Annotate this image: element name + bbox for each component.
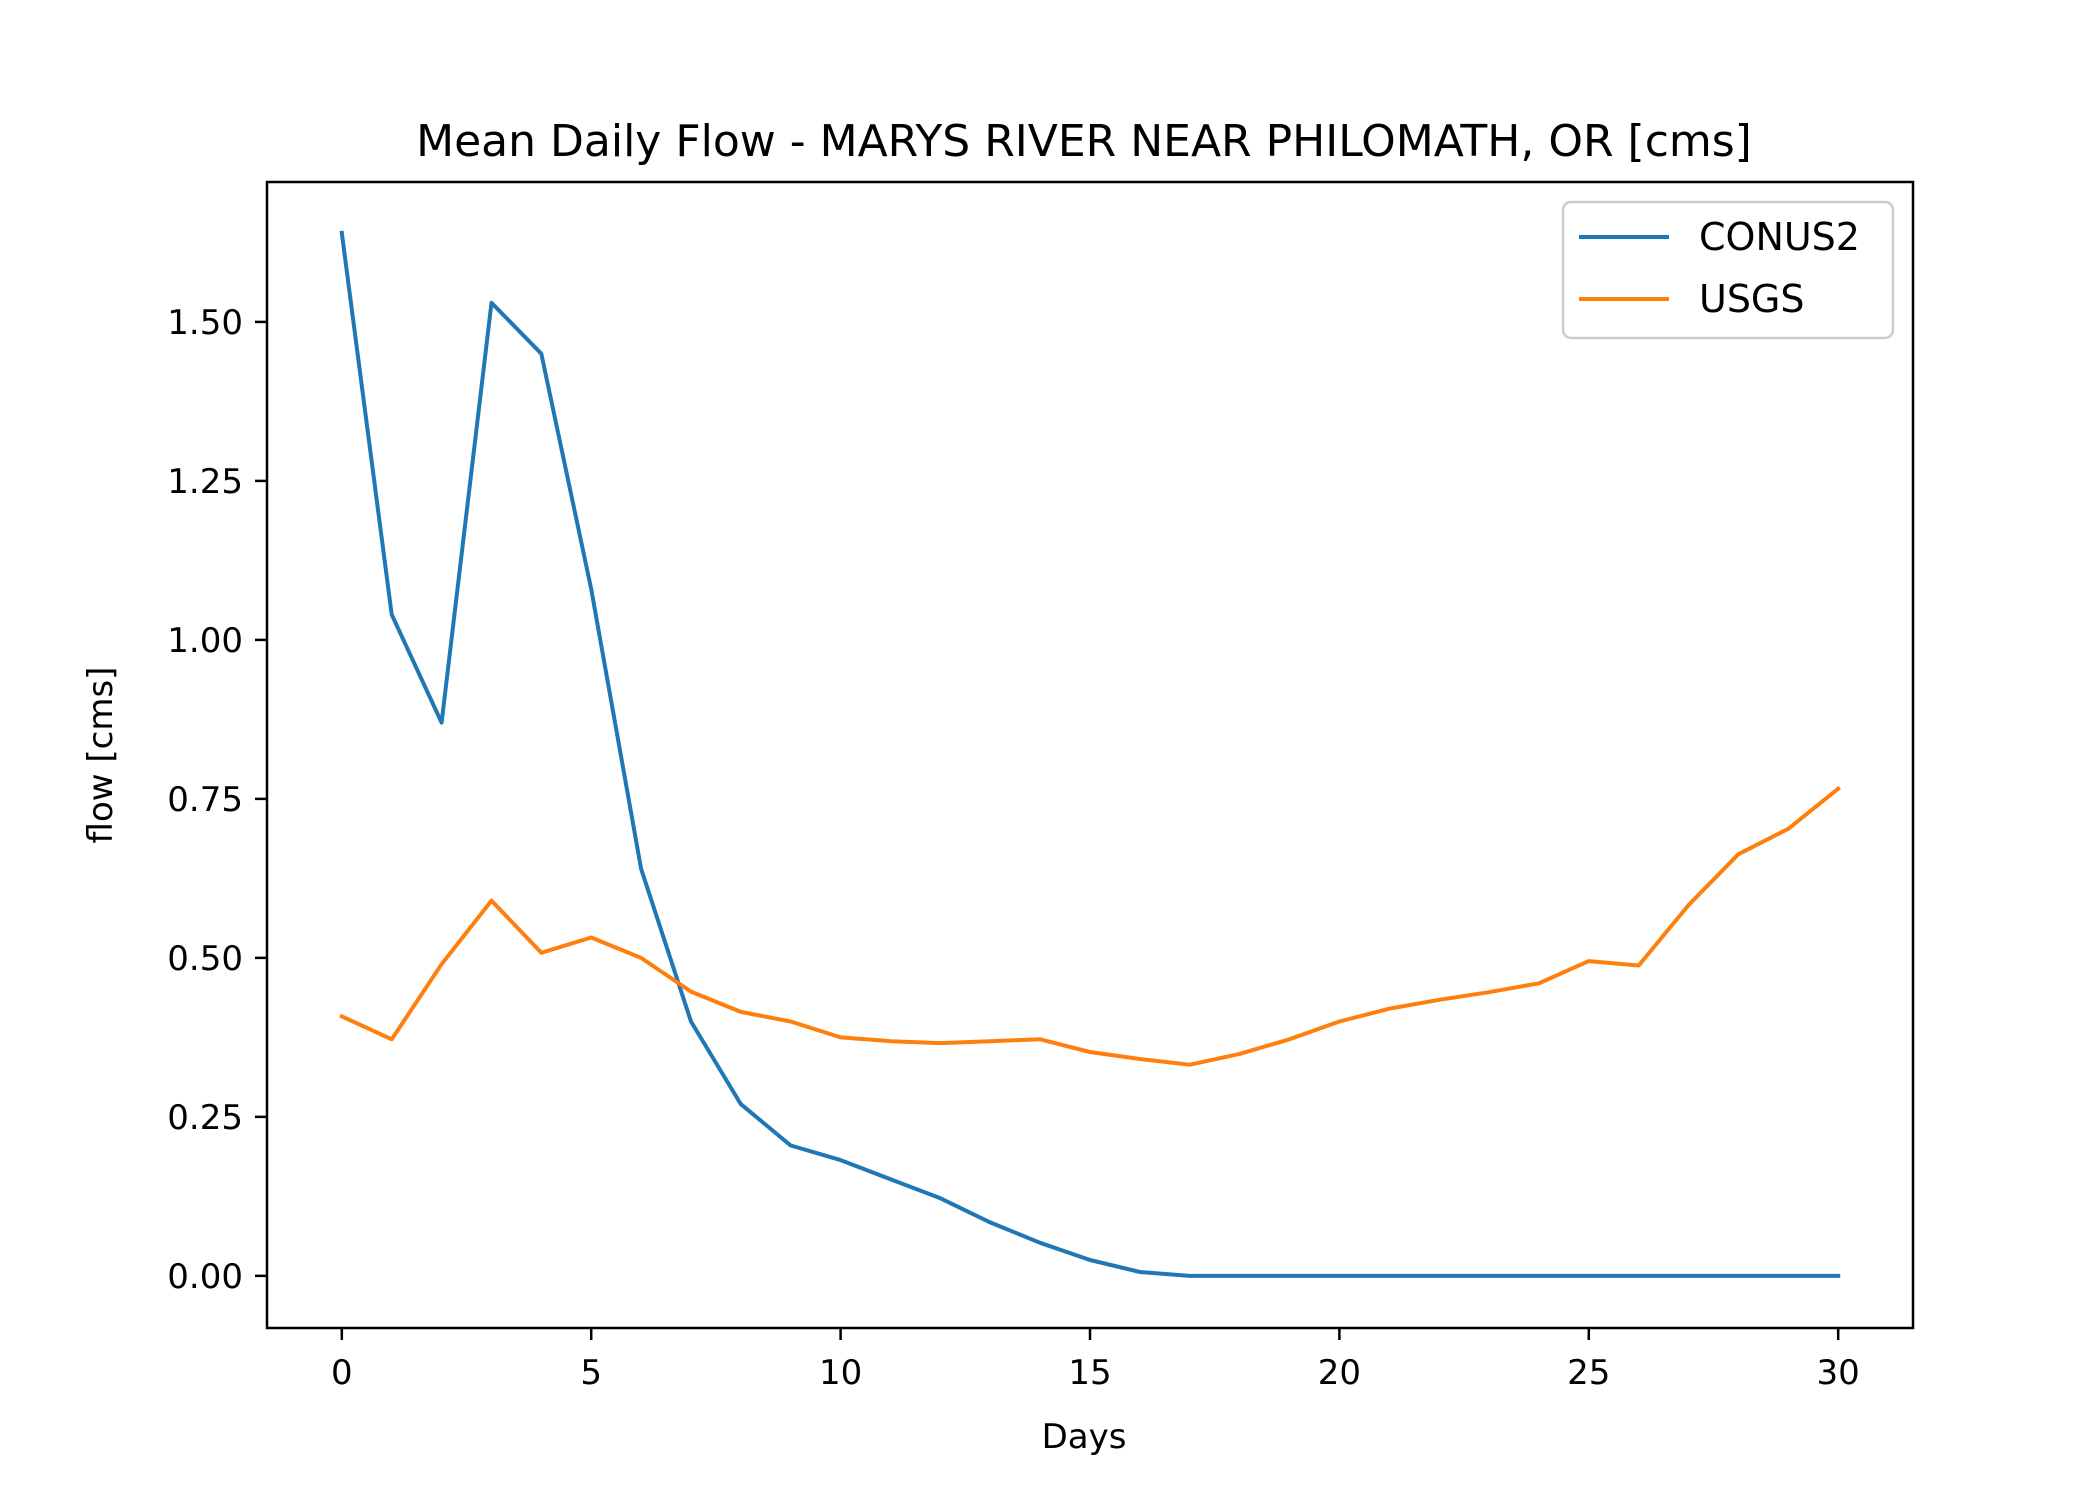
legend-label-conus2: CONUS2 bbox=[1699, 215, 1860, 259]
plot-area: 0 5 10 15 20 25 30 0.00 0.25 0.50 0.75 1.00 1.25 1.50 bbox=[167, 180, 1915, 1393]
y-tick-label: 1.25 bbox=[167, 462, 243, 502]
x-tick-label: 25 bbox=[1567, 1353, 1610, 1393]
chart-title: Mean Daily Flow - MARYS RIVER NEAR PHILO… bbox=[416, 116, 1752, 167]
x-tick-label: 15 bbox=[1068, 1353, 1111, 1393]
y-tick-label: 0.25 bbox=[167, 1098, 243, 1138]
y-tick-label: 1.50 bbox=[167, 303, 243, 343]
x-tick-label: 0 bbox=[331, 1353, 353, 1393]
y-tick-label: 0.75 bbox=[167, 780, 243, 820]
legend-label-usgs: USGS bbox=[1699, 277, 1805, 321]
x-tick-label: 30 bbox=[1817, 1353, 1860, 1393]
x-axis-label: Days bbox=[1042, 1417, 1127, 1457]
legend: CONUS2 USGS bbox=[1561, 200, 1895, 340]
y-tick-label: 1.00 bbox=[167, 621, 243, 661]
series-line-usgs bbox=[339, 785, 1842, 1067]
y-tick-label: 0.00 bbox=[167, 1257, 243, 1297]
series-line-conus2 bbox=[339, 230, 1841, 1278]
y-tick-label: 0.50 bbox=[167, 939, 243, 979]
x-tick-label: 20 bbox=[1318, 1353, 1361, 1393]
x-tick-label: 5 bbox=[580, 1353, 602, 1393]
y-axis-label: flow [cms] bbox=[81, 667, 121, 844]
x-tick-label: 10 bbox=[819, 1353, 862, 1393]
